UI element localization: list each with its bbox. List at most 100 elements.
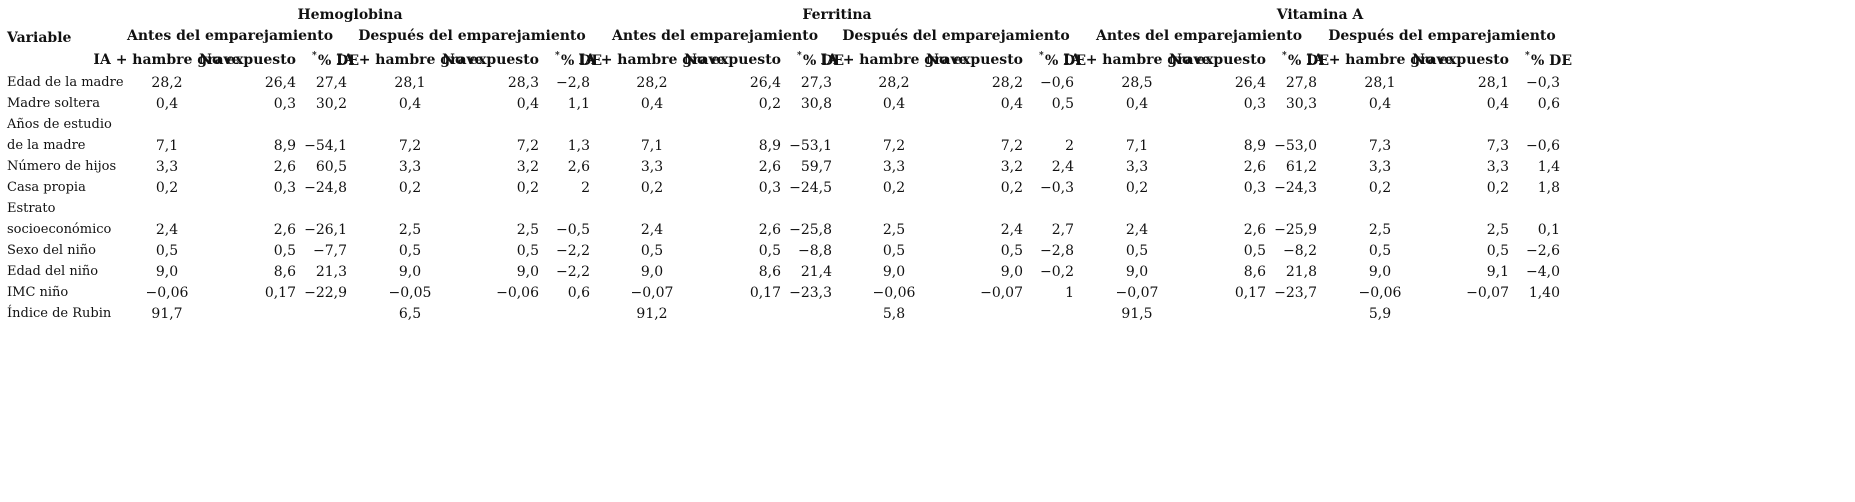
table-cell: −2,8 bbox=[1040, 243, 1074, 259]
row-label: Casa propia bbox=[7, 180, 86, 195]
table-cell: 0,2 bbox=[640, 180, 664, 196]
column-header-percent-de: % DE bbox=[318, 53, 359, 69]
table-cell: 3,3 bbox=[640, 159, 664, 175]
table-cell: 3,2 bbox=[516, 159, 539, 175]
table-cell: −53,0 bbox=[1274, 138, 1317, 154]
table-cell: 7,2 bbox=[398, 138, 422, 154]
table-cell: −0,06 bbox=[496, 285, 539, 301]
table-cell: −0,06 bbox=[1358, 285, 1402, 301]
table-cell: 28,2 bbox=[991, 75, 1023, 91]
table-cell: 0,5 bbox=[155, 243, 179, 259]
table-cell: −24,5 bbox=[789, 180, 832, 196]
table-cell: −23,7 bbox=[1274, 285, 1317, 301]
table-cell: −0,6 bbox=[1040, 75, 1074, 91]
table-cell: −4,0 bbox=[1526, 264, 1560, 280]
asterisk-marker: * bbox=[1282, 51, 1287, 61]
table-cell: 2,6 bbox=[1243, 222, 1266, 238]
column-header-percent-de: % DE bbox=[1045, 53, 1086, 69]
table-cell: 21,3 bbox=[315, 264, 347, 280]
row-label: socioeconómico bbox=[7, 222, 112, 237]
table-cell: 27,4 bbox=[315, 75, 347, 91]
table-cell: 7,1 bbox=[1125, 138, 1149, 154]
table-cell: −7,7 bbox=[313, 243, 347, 259]
table-cell: 3,3 bbox=[155, 159, 179, 175]
period-header-despues: Después del emparejamiento bbox=[1328, 28, 1556, 44]
table-cell: 0,17 bbox=[1234, 285, 1266, 301]
table-cell: −2,8 bbox=[556, 75, 590, 91]
table-cell: −0,6 bbox=[1526, 138, 1560, 154]
column-header-no-expuesto: No expuesto bbox=[1412, 52, 1509, 68]
table-cell: −54,1 bbox=[304, 138, 347, 154]
row-label: Índice de Rubin bbox=[7, 306, 112, 321]
table-cell: 7,2 bbox=[1000, 138, 1023, 154]
column-header-ia: IA + hambre grave bbox=[1306, 52, 1454, 68]
row-label: Número de hijos bbox=[7, 159, 117, 174]
table-cell: 0,4 bbox=[398, 96, 422, 112]
table-cell: 8,6 bbox=[758, 264, 781, 280]
column-header-ia: IA + hambre grave bbox=[336, 52, 484, 68]
table-cell: 28,1 bbox=[1477, 75, 1509, 91]
table-cell: 8,9 bbox=[1243, 138, 1266, 154]
table-cell: 0,17 bbox=[264, 285, 296, 301]
table-cell: 26,4 bbox=[749, 75, 781, 91]
period-header-antes: Antes del emparejamiento bbox=[1095, 28, 1303, 44]
rubin-index-value: 91,2 bbox=[636, 306, 668, 322]
table-cell: −0,07 bbox=[630, 285, 674, 301]
table-cell: 28,2 bbox=[151, 75, 183, 91]
table-cell: 8,6 bbox=[1243, 264, 1266, 280]
table-cell: 0,5 bbox=[1125, 243, 1149, 259]
table-cell: −0,3 bbox=[1040, 180, 1074, 196]
table-cell: 2,5 bbox=[1486, 222, 1509, 238]
table-cell: 3,2 bbox=[1000, 159, 1023, 175]
group-header-ferritina: Ferritina bbox=[802, 7, 872, 23]
table-cell: 0,5 bbox=[273, 243, 296, 259]
table-cell: 0,4 bbox=[155, 96, 179, 112]
period-header-despues: Después del emparejamiento bbox=[358, 28, 586, 44]
table-cell: 0,4 bbox=[1368, 96, 1392, 112]
table-cell: −0,3 bbox=[1526, 75, 1560, 91]
table-cell: 0,5 bbox=[1243, 243, 1266, 259]
row-label: Edad del niño bbox=[7, 264, 99, 279]
table-cell: 30,3 bbox=[1285, 96, 1317, 112]
table-cell: 28,2 bbox=[878, 75, 910, 91]
table-cell: 3,3 bbox=[882, 159, 906, 175]
table-cell: 0,6 bbox=[1537, 96, 1560, 112]
table-cell: 2,5 bbox=[1368, 222, 1392, 238]
table-cell: 7,3 bbox=[1368, 138, 1392, 154]
rubin-index-value: 91,5 bbox=[1121, 306, 1153, 322]
table-cell: −24,8 bbox=[304, 180, 347, 196]
table-cell: 2,4 bbox=[640, 222, 664, 238]
table-cell: 0,5 bbox=[1368, 243, 1392, 259]
table-cell: −53,1 bbox=[789, 138, 832, 154]
row-label: Estrato bbox=[7, 201, 56, 216]
table-cell: 2 bbox=[1065, 138, 1074, 154]
column-header-no-expuesto: No expuesto bbox=[1169, 52, 1266, 68]
table-cell: 0,2 bbox=[1486, 180, 1509, 196]
column-header-percent-de: % DE bbox=[1288, 53, 1329, 69]
table-cell: 60,5 bbox=[315, 159, 347, 175]
table-cell: 0,4 bbox=[882, 96, 906, 112]
table-cell: 0,5 bbox=[1051, 96, 1074, 112]
rubin-index-value: 91,7 bbox=[151, 306, 183, 322]
table-cell: 30,2 bbox=[315, 96, 347, 112]
table-cell: −22,9 bbox=[304, 285, 347, 301]
column-header-no-expuesto: No expuesto bbox=[442, 52, 539, 68]
table-cell: 7,1 bbox=[640, 138, 664, 154]
asterisk-marker: * bbox=[1525, 51, 1530, 61]
table-cell: 59,7 bbox=[800, 159, 832, 175]
table-cell: 9,0 bbox=[398, 264, 422, 280]
table-cell: 0,5 bbox=[1000, 243, 1023, 259]
table-cell: 9,0 bbox=[1368, 264, 1392, 280]
column-header-no-expuesto: No expuesto bbox=[199, 52, 296, 68]
table-cell: 2,6 bbox=[273, 159, 296, 175]
table-cell: 9,0 bbox=[155, 264, 179, 280]
table-cell: −25,9 bbox=[1274, 222, 1317, 238]
table-cell: −2,6 bbox=[1526, 243, 1560, 259]
table-cell: 2,6 bbox=[758, 222, 781, 238]
table-cell: 7,2 bbox=[516, 138, 539, 154]
table-cell: 8,9 bbox=[273, 138, 296, 154]
table-cell: 0,3 bbox=[273, 96, 296, 112]
table-cell: 0,3 bbox=[758, 180, 781, 196]
table-cell: −2,2 bbox=[556, 264, 590, 280]
table-cell: 1,40 bbox=[1528, 285, 1560, 301]
